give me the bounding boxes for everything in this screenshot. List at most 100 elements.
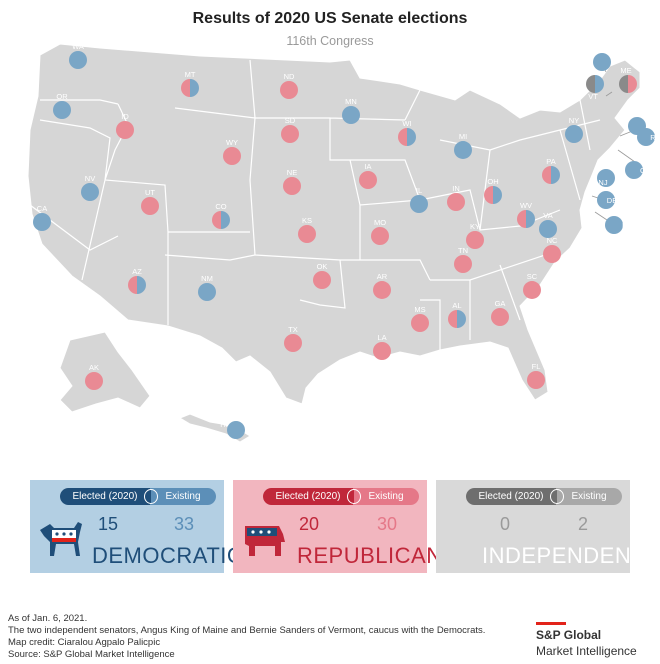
democratic-existing-count: 33 — [174, 514, 195, 534]
seat-1-nd — [280, 81, 289, 99]
republican-half-circle-icon — [347, 489, 361, 504]
state-label-pa: PA — [546, 157, 555, 166]
state-marker-ar: AR — [373, 272, 391, 299]
seat-1-de — [597, 191, 606, 209]
seat-1-or — [53, 101, 62, 119]
state-marker-mo: MO — [371, 218, 389, 245]
state-marker-tx: TX — [284, 325, 302, 352]
elephant-icon — [245, 526, 285, 556]
republican-existing-count: 30 — [377, 514, 398, 534]
state-label-ms: MS — [414, 305, 425, 314]
state-label-md: MD — [622, 221, 634, 230]
state-marker-tn: TN — [454, 246, 472, 273]
state-label-oh: OH — [487, 177, 498, 186]
brand-name: S&P Global — [536, 628, 602, 642]
seat-1-nv — [81, 183, 90, 201]
seat-1-in — [447, 193, 456, 211]
state-marker-ct: CT — [625, 161, 650, 179]
state-marker-nh: NH — [593, 44, 611, 71]
state-label-ks: KS — [302, 216, 312, 225]
seat-2-hi — [236, 421, 245, 439]
state-label-wi: WI — [402, 119, 411, 128]
democratic-party-label: DEMOCRATIC — [92, 543, 244, 568]
state-marker-ky: KY — [466, 222, 484, 249]
seat-2-ms — [420, 314, 429, 332]
map-title: Results of 2020 US Senate elections — [192, 10, 468, 27]
seat-2-ar — [382, 281, 391, 299]
state-label-nc: NC — [547, 236, 558, 245]
state-marker-de: DE — [597, 191, 617, 209]
state-label-wa: WA — [72, 42, 84, 51]
state-label-ak: AK — [89, 363, 99, 372]
seat-1-co — [212, 211, 221, 229]
state-marker-al: AL — [448, 301, 466, 328]
seat-2-tx — [293, 334, 302, 352]
footnote-date: As of Jan. 6, 2021. — [8, 613, 88, 624]
state-marker-wi: WI — [398, 119, 416, 146]
state-marker-nj: NJ — [597, 169, 615, 187]
seat-2-fl — [536, 371, 545, 389]
state-label-hi: HI — [220, 420, 228, 429]
state-label-tx: TX — [288, 325, 298, 334]
state-label-sc: SC — [527, 272, 538, 281]
seat-2-ok — [322, 271, 331, 289]
seat-1-ma — [628, 117, 637, 135]
state-marker-ok: OK — [313, 262, 331, 289]
seat-1-la — [373, 342, 382, 360]
state-label-mo: MO — [374, 218, 386, 227]
state-marker-mi: MI — [454, 132, 472, 159]
seat-1-mo — [371, 227, 380, 245]
seat-2-mi — [463, 141, 472, 159]
seat-2-oh — [493, 186, 502, 204]
state-label-ia: IA — [364, 162, 371, 171]
independent-elected-count: 0 — [500, 514, 511, 534]
state-label-ca: CA — [37, 204, 47, 213]
seat-1-ri — [637, 128, 646, 146]
seat-2-ia — [368, 171, 377, 189]
state-label-ut: UT — [145, 188, 155, 197]
state-label-mi: MI — [459, 132, 467, 141]
state-marker-nm: NM — [198, 274, 216, 301]
seat-2-ga — [500, 308, 509, 326]
seat-2-in — [456, 193, 465, 211]
state-label-mn: MN — [345, 97, 357, 106]
state-label-wy: WY — [226, 138, 238, 147]
seat-1-al — [448, 310, 457, 328]
state-marker-ne: NE — [283, 168, 301, 195]
state-label-ny: NY — [569, 116, 579, 125]
us-map: WA OR CA NV ID MT WY UT AZ CO NM ND SD NE KS OK TX MN IA MO… — [28, 42, 658, 442]
state-marker-fl: FL — [527, 362, 545, 389]
seat-2-ut — [150, 197, 159, 215]
seat-1-wv — [517, 210, 526, 228]
state-label-ri: RI — [650, 133, 658, 142]
state-marker-nc: NC — [543, 236, 561, 263]
state-label-ma: MA — [631, 110, 642, 119]
state-label-id: ID — [121, 112, 129, 121]
seat-2-la — [382, 342, 391, 360]
seat-1-ks — [298, 225, 307, 243]
seat-2-ak — [94, 372, 103, 390]
state-marker-hi: HI — [220, 420, 245, 439]
state-label-ne: NE — [287, 168, 297, 177]
seat-2-co — [221, 211, 230, 229]
republican-pill: Elected (2020) Existing — [263, 488, 419, 505]
state-marker-me: ME — [619, 66, 637, 93]
state-marker-nd: ND — [280, 72, 298, 99]
seat-2-il — [419, 195, 428, 213]
state-marker-ca: CA — [33, 204, 51, 231]
seat-2-mo — [380, 227, 389, 245]
seat-1-mt — [181, 79, 190, 97]
independent-half-circle-icon — [550, 489, 564, 504]
state-marker-ri: RI — [637, 128, 658, 146]
state-marker-sc: SC — [523, 272, 541, 299]
seat-1-ak — [85, 372, 94, 390]
state-label-la: LA — [377, 333, 386, 342]
seat-2-ct — [634, 161, 643, 179]
seat-1-nh — [593, 53, 602, 71]
state-label-fl: FL — [532, 362, 541, 371]
seat-2-nh — [602, 53, 611, 71]
state-label-de: DE — [607, 196, 617, 205]
independent-elected-label: Elected (2020) — [466, 488, 556, 505]
seat-1-ny — [565, 125, 574, 143]
seat-1-ct — [625, 161, 634, 179]
